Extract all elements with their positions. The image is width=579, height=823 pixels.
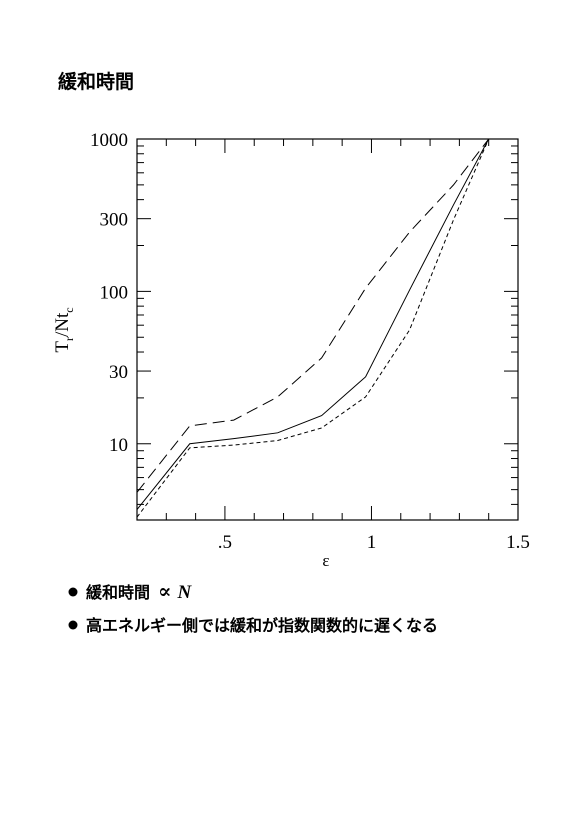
bullet-text: 緩和時間 — [86, 583, 150, 602]
y-label-part: r — [62, 337, 76, 341]
bullet-dot — [68, 587, 78, 597]
bullet-text: 高エネルギー側では緩和が指数関数的に遅くなる — [86, 616, 438, 635]
y-tick-label: 10 — [109, 435, 128, 456]
x-axis-label: ε — [322, 551, 329, 570]
y-label-part: c — [62, 307, 76, 312]
bullet-var: N — [176, 582, 192, 603]
bullet-dot — [68, 620, 78, 630]
y-axis-label: Tr/Ntc — [52, 307, 76, 352]
series-line — [136, 138, 490, 510]
plot-frame — [136, 138, 519, 521]
y-label-part: /Nt — [52, 312, 73, 337]
y-tick-label: 100 — [100, 282, 129, 303]
bullet-symbol: ∝ — [158, 581, 171, 603]
series-line — [136, 138, 490, 518]
bullet: 緩和時間 ∝ N — [86, 581, 192, 603]
y-tick-label: 30 — [109, 362, 128, 383]
x-tick-label: .5 — [218, 532, 232, 553]
y-tick-label: 300 — [100, 210, 129, 231]
y-tick-label: 1000 — [90, 130, 128, 151]
series-line — [136, 138, 490, 493]
y-label-part: T — [52, 341, 73, 353]
x-tick-label: 1 — [367, 532, 377, 553]
page-title: 緩和時間 — [58, 70, 134, 93]
x-tick-label: 1.5 — [506, 532, 530, 553]
